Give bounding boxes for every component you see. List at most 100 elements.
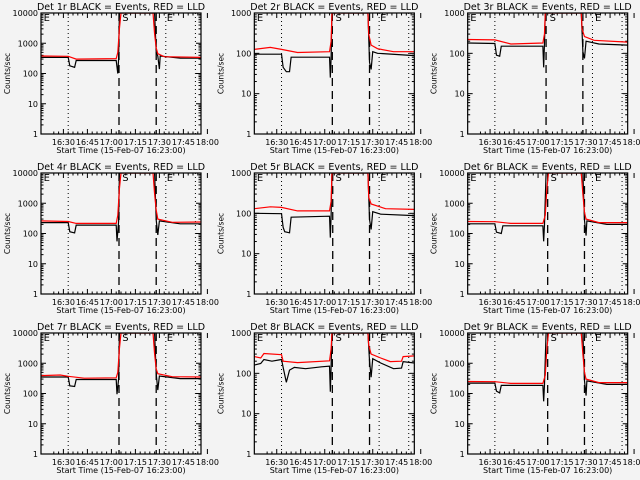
y-tick-label: 1: [33, 450, 38, 459]
chart-panel-2: Det 2r BLACK = Events, RED = LLD Counts/s…: [216, 2, 432, 155]
y-tick-label: 1000: [18, 39, 38, 48]
series-line-events: [254, 13, 415, 78]
x-tick-label: 17:30: [361, 458, 384, 467]
start-marker-label: S: [336, 173, 342, 184]
chart-panel-4: Det 4r BLACK = Events, RED = LLD Counts/s…: [3, 162, 219, 315]
y-tick-label: 100: [236, 49, 251, 58]
series-line-lld: [254, 13, 415, 54]
x-tick-label: 17:30: [148, 298, 171, 307]
chart-title: Det 7r BLACK = Events, RED = LLD: [37, 322, 205, 333]
series-line-lld: [41, 333, 201, 379]
x-tick-label: 17:15: [551, 138, 574, 147]
y-axis-label: Counts/sec: [216, 53, 225, 94]
x-tick-label: 17:30: [148, 458, 171, 467]
x-tick-label: 17:30: [575, 138, 598, 147]
x-axis-label: Start Time (15-Feb-07 16:23:00): [56, 306, 185, 315]
y-tick-label: 10: [28, 420, 38, 429]
y-tick-label: 1000: [444, 9, 464, 18]
x-tick-label: 18:00: [196, 458, 219, 467]
y-tick-label: 10000: [13, 9, 38, 18]
y-tick-label: 1: [33, 130, 38, 139]
y-tick-label: 100: [449, 390, 464, 399]
chart-title: Det 1r BLACK = Events, RED = LLD: [37, 2, 205, 13]
x-tick-label: 18:00: [196, 138, 219, 147]
y-tick-label: 100: [23, 70, 38, 79]
end-marker-label: E: [470, 13, 476, 24]
x-tick-label: 17:30: [575, 298, 598, 307]
series-line-events: [254, 173, 415, 238]
y-tick-label: 1000: [444, 359, 464, 368]
y-tick-label: 1: [246, 450, 251, 459]
x-tick-label: 17:00: [100, 298, 123, 307]
x-tick-label: 16:30: [52, 138, 75, 147]
chart-title: Det 6r BLACK = Events, RED = LLD: [464, 162, 632, 173]
x-tick-label: 17:00: [100, 458, 123, 467]
x-tick-label: 17:00: [313, 298, 336, 307]
chart-panel-6: Det 6r BLACK = Events, RED = LLD Counts/s…: [430, 162, 640, 315]
y-tick-label: 1000: [231, 329, 251, 338]
start-marker-label: S: [336, 13, 342, 24]
y-tick-label: 100: [449, 230, 464, 239]
y-tick-label: 10000: [439, 169, 464, 178]
x-tick-label: 16:45: [289, 298, 312, 307]
x-tick-label: 17:30: [575, 458, 598, 467]
x-tick-label: 17:45: [172, 458, 195, 467]
start-marker-label: S: [550, 333, 556, 344]
x-tick-label: 17:00: [527, 458, 550, 467]
x-tick-label: 17:45: [599, 298, 622, 307]
plot-frame: [40, 332, 202, 455]
x-tick-label: 17:15: [124, 138, 147, 147]
x-tick-label: 17:15: [337, 138, 360, 147]
end-marker-label: E: [257, 13, 263, 24]
y-tick-label: 1: [246, 290, 251, 299]
x-tick-label: 16:30: [52, 458, 75, 467]
chart-panel-7: Det 7r BLACK = Events, RED = LLD Counts/s…: [3, 322, 219, 475]
y-tick-label: 10: [454, 420, 464, 429]
y-tick-label: 10000: [439, 329, 464, 338]
x-tick-label: 17:00: [313, 138, 336, 147]
x-tick-label: 18:00: [623, 458, 640, 467]
chart-title: Det 4r BLACK = Events, RED = LLD: [37, 162, 205, 173]
x-tick-label: 17:30: [361, 138, 384, 147]
series-line-lld: [467, 333, 628, 385]
end-marker-label: E: [380, 333, 386, 344]
x-tick-label: 17:15: [337, 458, 360, 467]
y-tick-label: 100: [236, 209, 251, 218]
plot-frame: [467, 332, 629, 455]
end-marker-label: E: [257, 173, 263, 184]
series-line-events: [467, 333, 628, 402]
chart-panel-8: Det 8r BLACK = Events, RED = LLD Counts/s…: [216, 322, 432, 475]
end-marker-label: E: [257, 333, 263, 344]
plot-frame: [467, 12, 629, 135]
series-line-lld: [467, 173, 628, 225]
end-marker-label: E: [167, 13, 173, 24]
x-tick-label: 18:00: [196, 298, 219, 307]
end-marker-label: E: [470, 333, 476, 344]
x-tick-label: 16:45: [503, 458, 526, 467]
series-line-lld: [254, 173, 415, 212]
x-tick-label: 17:15: [551, 458, 574, 467]
y-tick-label: 100: [23, 230, 38, 239]
plot-frame: [253, 332, 415, 455]
end-marker-label: E: [44, 13, 50, 24]
end-marker-label: E: [595, 333, 601, 344]
plot-frame: [40, 172, 202, 295]
x-axis-label: Start Time (15-Feb-07 16:23:00): [270, 306, 399, 315]
chart-panel-9: Det 9r BLACK = Events, RED = LLD Counts/s…: [430, 322, 640, 475]
x-tick-label: 17:45: [385, 138, 408, 147]
y-tick-label: 1: [460, 450, 465, 459]
plot-frame: [40, 12, 202, 135]
x-tick-label: 16:45: [76, 298, 99, 307]
end-marker-label: E: [380, 173, 386, 184]
x-axis-label: Start Time (15-Feb-07 16:23:00): [483, 146, 612, 155]
x-tick-label: 17:30: [148, 138, 171, 147]
y-tick-label: 10: [241, 90, 251, 99]
x-tick-label: 17:15: [551, 298, 574, 307]
x-axis-label: Start Time (15-Feb-07 16:23:00): [483, 466, 612, 475]
chart-title: Det 2r BLACK = Events, RED = LLD: [250, 2, 418, 13]
x-tick-label: 17:45: [599, 138, 622, 147]
x-axis-label: Start Time (15-Feb-07 16:23:00): [56, 146, 185, 155]
x-tick-label: 17:45: [172, 298, 195, 307]
x-tick-label: 16:30: [479, 138, 502, 147]
plot-frame: [467, 172, 629, 295]
